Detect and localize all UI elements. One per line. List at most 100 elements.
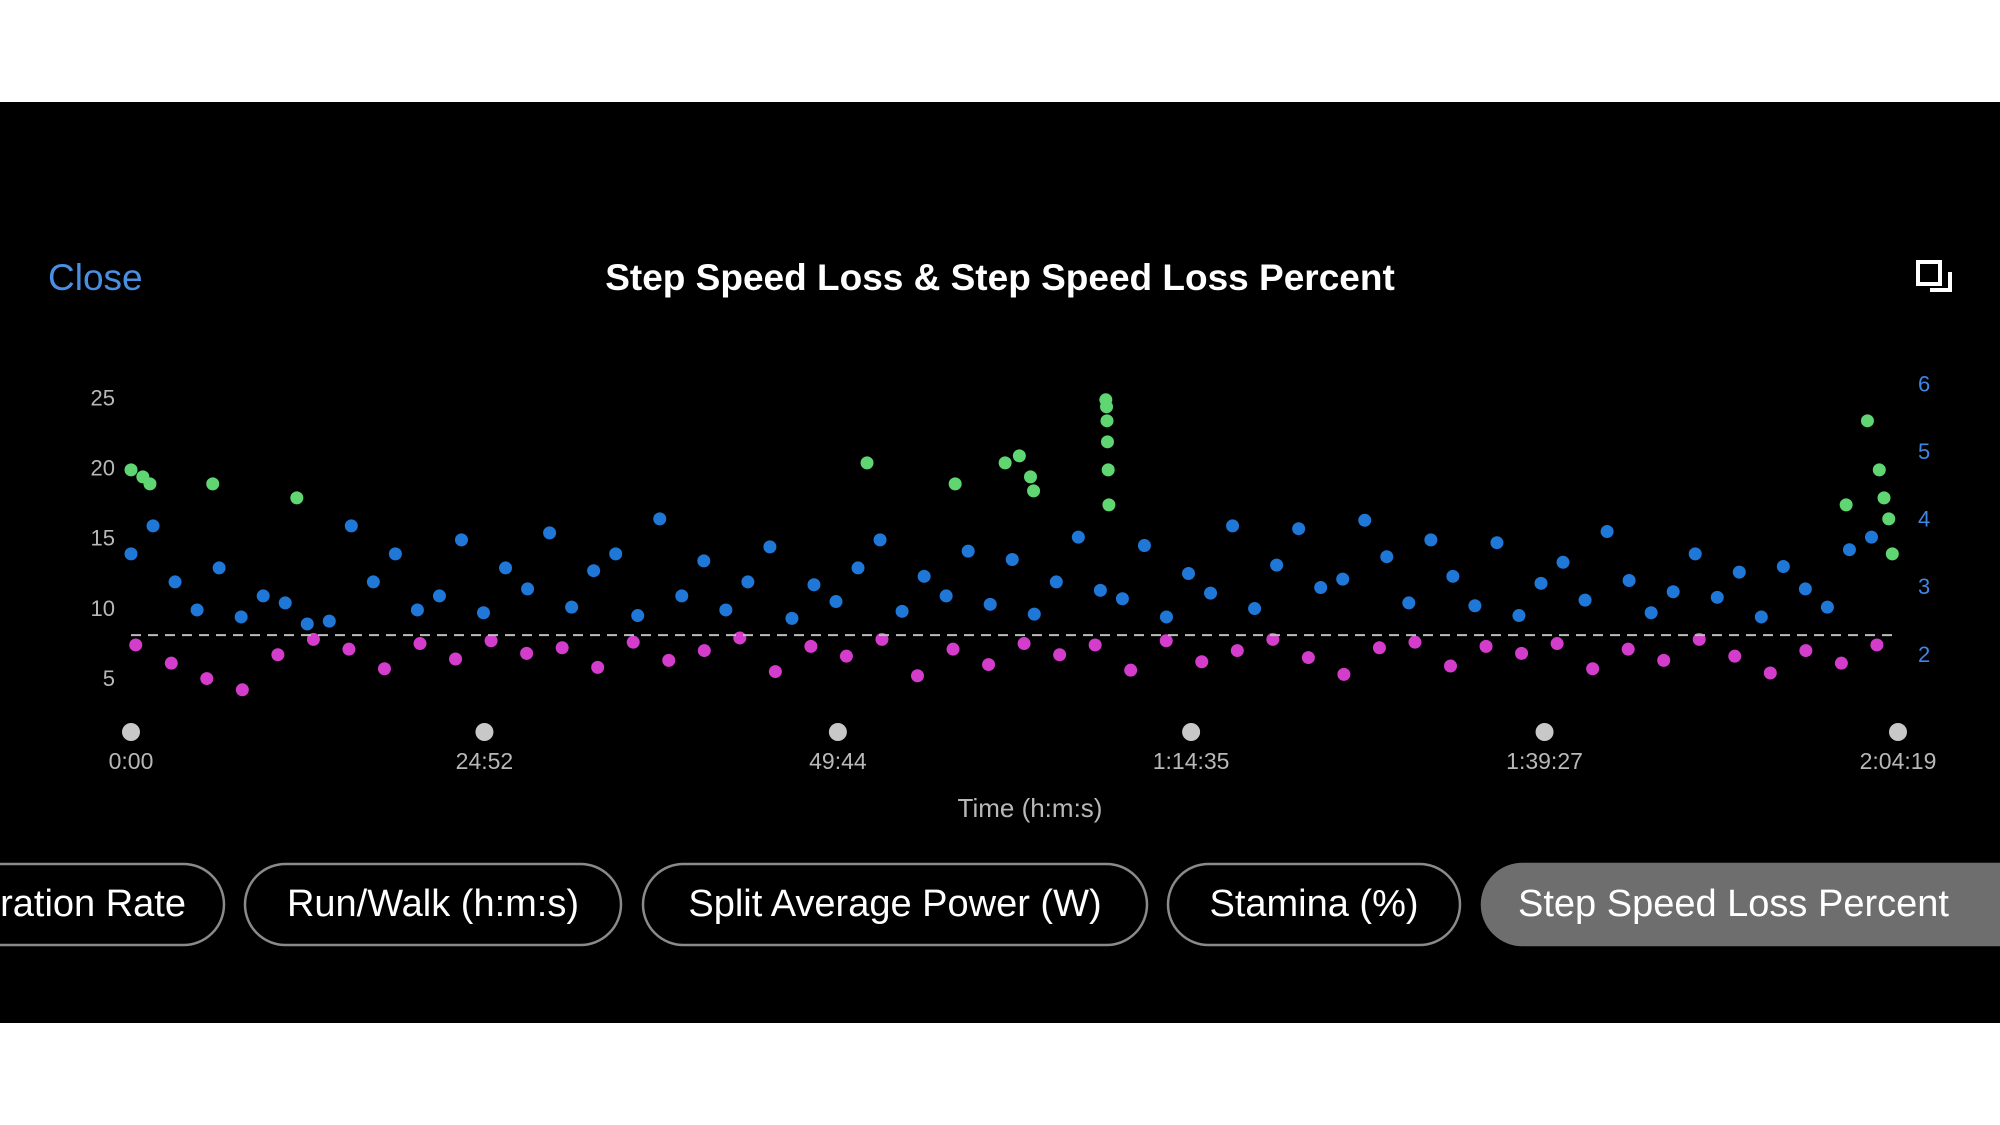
point	[1049, 575, 1063, 589]
point	[1336, 572, 1350, 586]
point	[1754, 610, 1768, 624]
point	[1226, 519, 1240, 533]
point	[344, 519, 358, 533]
y-tick-label: 5	[103, 666, 115, 691]
point	[1100, 400, 1114, 414]
point	[1137, 539, 1151, 552]
point	[946, 642, 960, 656]
tab[interactable]: Step Speed Loss Percent	[1480, 862, 2000, 947]
tab-background	[1480, 862, 2000, 947]
point	[1159, 634, 1173, 648]
point	[1870, 638, 1884, 652]
point	[1005, 553, 1019, 567]
x-tick-label: 1:39:27	[1506, 748, 1583, 774]
tab-label: Step Speed Loss Percent	[1518, 883, 1949, 925]
point	[1877, 491, 1891, 505]
point	[200, 672, 214, 686]
tab-label: Split Average Power (W)	[688, 883, 1101, 925]
point	[388, 547, 402, 561]
point	[234, 610, 248, 624]
point	[1093, 583, 1107, 597]
x-tick-label: 0:00	[109, 748, 154, 774]
point	[763, 540, 777, 554]
tab-label: Run/Walk (h:m:s)	[287, 883, 579, 925]
point	[271, 648, 285, 662]
point	[1292, 522, 1306, 536]
point	[1479, 639, 1493, 653]
point	[1644, 606, 1658, 620]
point	[1515, 646, 1529, 660]
y-tick-label: 25	[91, 386, 115, 411]
point	[860, 456, 874, 470]
point	[998, 456, 1012, 470]
tab-background	[641, 862, 1149, 947]
close-button[interactable]: Close	[48, 257, 143, 298]
point	[146, 519, 160, 533]
point	[1102, 498, 1116, 512]
x-tick-dot	[122, 723, 140, 741]
x-tick-dot	[1535, 723, 1554, 741]
point	[129, 638, 143, 652]
point	[124, 547, 138, 561]
point	[1799, 644, 1813, 658]
tab[interactable]: Stamina (%)	[1166, 862, 1462, 947]
point	[124, 463, 138, 477]
series	[124, 393, 1899, 561]
point	[983, 597, 997, 611]
point	[290, 491, 304, 505]
point	[1872, 463, 1886, 477]
point	[206, 477, 220, 491]
point	[1550, 637, 1564, 651]
point	[1380, 550, 1394, 564]
tab-label: Respiration Rate	[0, 883, 186, 925]
point	[587, 564, 601, 578]
expand-icon[interactable]	[1916, 260, 1952, 292]
point	[1023, 470, 1037, 484]
point	[1100, 414, 1114, 428]
point	[591, 660, 605, 674]
point	[1270, 558, 1284, 572]
tab[interactable]: Respiration Rate	[0, 862, 226, 947]
point	[1027, 607, 1041, 621]
point	[1820, 600, 1834, 614]
point	[342, 642, 356, 656]
point	[499, 561, 513, 575]
point	[1839, 498, 1853, 512]
x-tick-label: 24:52	[456, 748, 514, 774]
x-tick-label: 2:04:19	[1860, 748, 1937, 774]
series	[124, 512, 1878, 631]
point	[1230, 644, 1244, 658]
point	[377, 662, 391, 676]
point	[697, 554, 711, 568]
tab[interactable]: Run/Walk (h:m:s)	[243, 862, 623, 947]
point	[1159, 610, 1173, 624]
point	[1446, 569, 1460, 583]
point	[555, 641, 569, 655]
point	[1728, 649, 1742, 663]
expand-icon-front	[1916, 260, 1942, 286]
point	[1842, 543, 1856, 557]
y2-tick-label: 4	[1918, 507, 1930, 532]
point	[910, 669, 924, 683]
point	[1314, 581, 1328, 595]
point	[653, 512, 667, 526]
point	[1017, 637, 1031, 651]
y2-tick-label: 3	[1918, 574, 1930, 599]
point	[609, 547, 623, 561]
x-axis-title: Time (h:m:s)	[958, 793, 1103, 823]
point	[1622, 574, 1636, 588]
tab[interactable]: Split Average Power (W)	[641, 862, 1149, 947]
point	[733, 631, 747, 645]
point	[982, 658, 996, 672]
point	[1101, 463, 1115, 477]
x-tick-dot	[475, 723, 494, 741]
point	[1556, 555, 1570, 569]
point	[1578, 593, 1592, 607]
point	[1657, 653, 1671, 667]
chart-title: Step Speed Loss & Step Speed Loss Percen…	[605, 257, 1395, 298]
point	[1358, 513, 1372, 527]
y-tick-label: 15	[91, 526, 115, 551]
point	[1053, 648, 1067, 662]
point	[1204, 586, 1218, 600]
point	[413, 637, 427, 651]
